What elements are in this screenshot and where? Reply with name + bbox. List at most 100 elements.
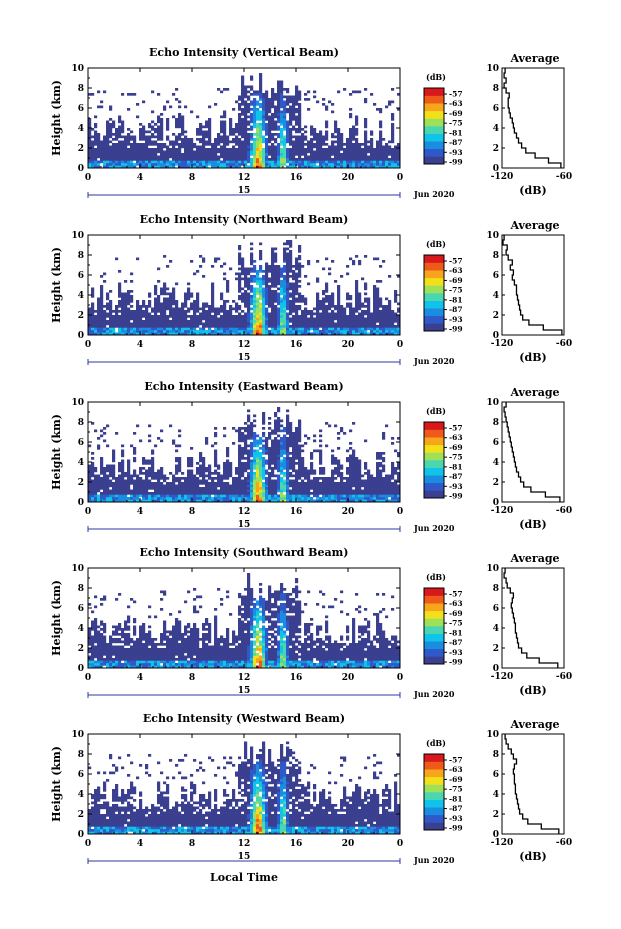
- colorbar-tick-label: -75: [449, 785, 463, 794]
- colorbar-tick-label: -57: [449, 424, 463, 433]
- colorbar-tick-label: -87: [449, 804, 463, 813]
- avg-y-tick-label: 2: [493, 144, 499, 154]
- colorbar-tick-label: -87: [449, 638, 463, 647]
- colorbar-segment: [424, 277, 444, 286]
- colorbar-segment: [424, 482, 444, 491]
- panel-5: Echo Intensity (Westward Beam) 0 2 4 6 8 10 Hei…: [50, 712, 572, 884]
- avg-x-label: (dB): [519, 351, 546, 364]
- avg-profile: Average 0 2 4 6 8 10 -120 -60 (dB): [486, 552, 572, 697]
- colorbar-segment: [424, 799, 444, 808]
- avg-frame: [501, 401, 565, 503]
- colorbar-segment: [424, 807, 444, 816]
- colorbar-tick-label: -81: [449, 628, 463, 637]
- colorbar-segment: [424, 610, 444, 619]
- colorbar-segment: [424, 588, 444, 596]
- x-tick-label: 8: [189, 507, 195, 517]
- colorbar-segment: [424, 262, 444, 271]
- avg-title: Average: [509, 219, 559, 232]
- colorbar-segment: [424, 475, 444, 484]
- colorbar-segment: [424, 467, 444, 476]
- avg-title: Average: [509, 718, 559, 731]
- avg-y-tick-label: 6: [493, 604, 499, 614]
- x-tick-label: 20: [342, 839, 355, 849]
- colorbar: (dB)-57-63-69-75-81-87-93-99: [423, 72, 463, 167]
- avg-y-tick-label: 10: [486, 231, 499, 241]
- panel-3: Echo Intensity (Eastward Beam) 0 2 4 6 8 10 Hei…: [50, 380, 572, 533]
- x-tick-label: 16: [290, 839, 303, 849]
- colorbar-segment: [424, 315, 444, 324]
- colorbar-segment: [424, 133, 444, 142]
- colorbar-segment: [424, 323, 444, 332]
- colorbar-tick-label: -93: [449, 814, 463, 823]
- avg-title: Average: [509, 52, 559, 65]
- y-tick-label: 0: [78, 830, 84, 840]
- avg-y-tick-label: 4: [493, 458, 499, 468]
- colorbar-frame: [423, 753, 445, 831]
- colorbar-unit: (dB): [426, 72, 446, 82]
- avg-x-tick-label: -120: [491, 172, 514, 182]
- avg-y-tick-label: 10: [486, 564, 499, 574]
- colorbar-unit: (dB): [426, 738, 446, 748]
- x-tick-label: 16: [290, 507, 303, 517]
- colorbar-segment: [424, 118, 444, 127]
- colorbar-segment: [424, 656, 444, 665]
- y-tick-label: 2: [78, 810, 84, 820]
- panel-title: Echo Intensity (Northward Beam): [140, 213, 349, 226]
- y-tick-label: 2: [78, 144, 84, 154]
- colorbar-tick-label: -63: [449, 765, 463, 774]
- colorbar-tick-label: -63: [449, 433, 463, 442]
- colorbar: (dB)-57-63-69-75-81-87-93-99: [423, 406, 463, 501]
- avg-frame: [501, 567, 565, 669]
- colorbar-segment: [424, 633, 444, 642]
- colorbar-tick-label: -69: [449, 775, 463, 784]
- date-label: Jun 2020: [413, 689, 455, 699]
- avg-x-tick-label: -60: [556, 339, 572, 349]
- x-tick-label: 0: [85, 340, 91, 350]
- colorbar-tick-label: -69: [449, 443, 463, 452]
- y-tick-label: 8: [78, 251, 84, 261]
- colorbar-segment: [424, 648, 444, 657]
- colorbar-tick-label: -99: [449, 658, 463, 667]
- avg-x-tick-label: -60: [556, 838, 572, 848]
- colorbar-segment: [424, 156, 444, 165]
- colorbar-segment: [424, 761, 444, 770]
- avg-y-tick-label: 8: [493, 750, 499, 760]
- x-tick-label: 20: [342, 173, 355, 183]
- avg-profile: Average 0 2 4 6 8 10 -120 -60 (dB): [486, 386, 572, 531]
- colorbar-segment: [424, 255, 444, 263]
- avg-profile-line: [502, 235, 563, 335]
- echo-field: [88, 240, 401, 336]
- avg-y-tick-label: 8: [493, 84, 499, 94]
- y-axis-label: Height (km): [50, 746, 63, 822]
- x-tick-label: 12: [238, 507, 251, 517]
- avg-x-tick-label: -120: [491, 506, 514, 516]
- x-tick-label: 12: [238, 340, 251, 350]
- x-tick-label: 16: [290, 173, 303, 183]
- y-tick-label: 2: [78, 644, 84, 654]
- colorbar-segment: [424, 308, 444, 317]
- colorbar-tick-label: -63: [449, 99, 463, 108]
- echo-field: [88, 741, 401, 835]
- avg-frame: [501, 67, 565, 169]
- y-tick-label: 6: [78, 438, 84, 448]
- y-tick-label: 4: [78, 624, 84, 634]
- colorbar-segment: [424, 110, 444, 119]
- avg-y-tick-label: 2: [493, 810, 499, 820]
- colorbar-tick-label: -81: [449, 295, 463, 304]
- y-tick-label: 4: [78, 458, 84, 468]
- colorbar-tick-label: -93: [449, 482, 463, 491]
- colorbar-segment: [424, 814, 444, 823]
- colorbar-tick-label: -81: [449, 794, 463, 803]
- x-tick-label: 20: [342, 340, 355, 350]
- colorbar-segment: [424, 792, 444, 800]
- colorbar-segment: [424, 429, 444, 438]
- x-tick-label: 4: [137, 173, 143, 183]
- avg-y-tick-label: 4: [493, 624, 499, 634]
- avg-x-tick-label: -120: [491, 339, 514, 349]
- colorbar-segment: [424, 452, 444, 461]
- avg-y-tick-label: 2: [493, 311, 499, 321]
- colorbar-segment: [424, 270, 444, 279]
- y-axis-label: Height (km): [50, 80, 63, 156]
- panel-title: Echo Intensity (Eastward Beam): [144, 380, 343, 393]
- y-tick-label: 10: [71, 231, 84, 241]
